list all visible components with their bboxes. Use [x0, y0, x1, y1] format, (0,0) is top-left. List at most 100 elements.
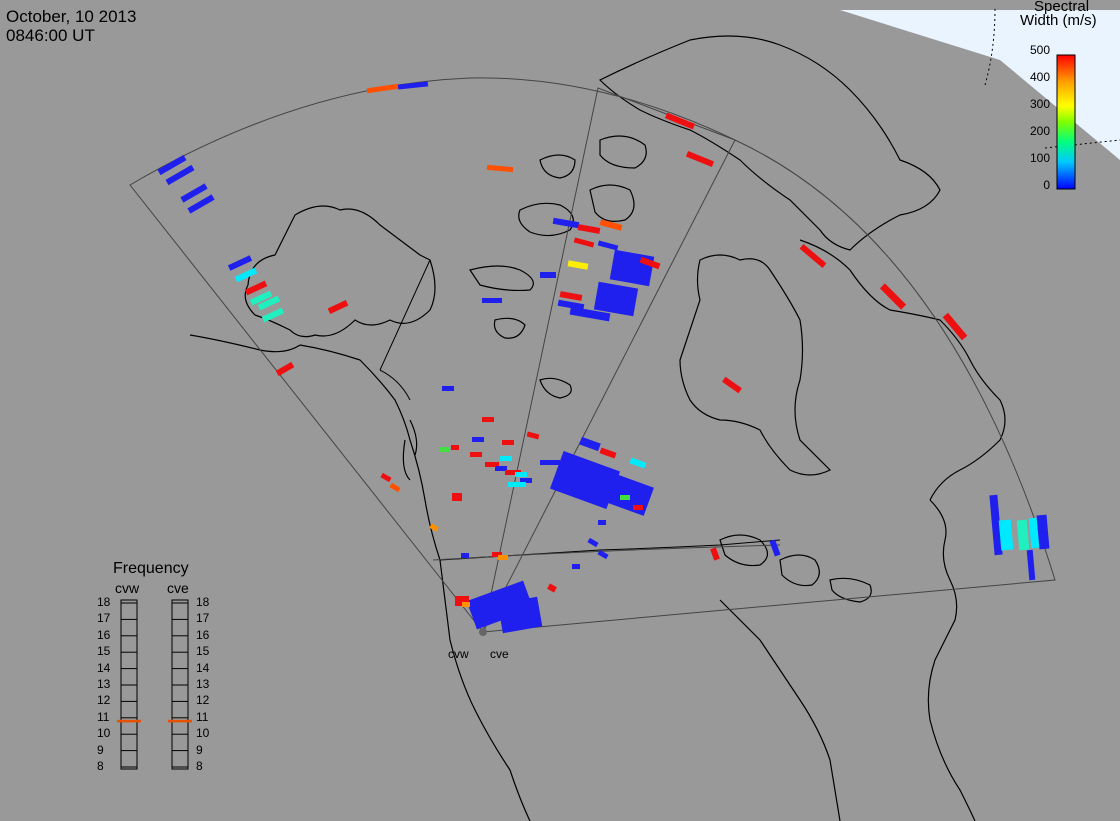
frequency-tick-right: 8 [196, 759, 203, 773]
backscatter-cell [597, 240, 619, 251]
backscatter-cell [497, 596, 543, 634]
backscatter-cell [577, 224, 601, 234]
backscatter-cell [540, 272, 556, 278]
backscatter-cell [187, 194, 215, 214]
backscatter-cell [486, 164, 514, 173]
backscatter-cell [442, 386, 454, 391]
colorbar-tick-label: 400 [1029, 70, 1050, 84]
backscatter-cell [389, 482, 401, 493]
backscatter-cell [515, 472, 527, 477]
backscatter-cell [498, 555, 508, 560]
backscatter-cell [552, 217, 580, 229]
date-label: October, 10 2013 [6, 7, 137, 26]
backscatter-cell [569, 306, 611, 322]
coastlines [189, 35, 1006, 821]
backscatter-cell [500, 456, 512, 461]
colorbar-tick-label: 200 [1029, 124, 1050, 138]
backscatter-cell [180, 183, 208, 203]
frequency-tick-right: 9 [196, 742, 203, 757]
backscatter-cell [573, 237, 595, 248]
frequency-tick-right: 13 [196, 677, 210, 691]
backscatter-cell [547, 583, 557, 593]
backscatter-cell [629, 457, 647, 469]
backscatter-cell [505, 470, 521, 475]
radar-site-marker [479, 628, 487, 636]
time-label: 0846:00 UT [6, 26, 95, 45]
backscatter-cell [502, 440, 514, 445]
backscatter-cell [244, 280, 268, 296]
frequency-tick-right: 12 [196, 693, 210, 708]
backscatter-cell [227, 255, 253, 271]
radar-label-cvw: cvw [448, 647, 469, 661]
backscatter-cell [572, 564, 580, 569]
frequency-tick-left: 13 [97, 677, 111, 691]
backscatter-cell [1016, 519, 1030, 551]
frequency-tick-right: 10 [196, 726, 210, 741]
backscatter-cell [327, 300, 349, 314]
backscatter-cell [620, 495, 630, 500]
backscatter-cell [540, 460, 560, 465]
backscatter-cell [989, 494, 1003, 556]
frequency-tick-right: 17 [196, 611, 210, 626]
backscatter-cell [508, 482, 526, 487]
frequency-tick-left: 18 [97, 595, 111, 609]
backscatter-cell [485, 462, 499, 467]
backscatter-cell [942, 312, 968, 341]
backscatter-cell [461, 553, 469, 558]
radar-fov-outlines [129, 77, 1056, 633]
backscatter-cell [879, 283, 907, 310]
backscatter-cell [397, 81, 429, 90]
backscatter-cell [482, 298, 502, 303]
backscatter-cell [599, 447, 617, 459]
frequency-panel [117, 599, 192, 770]
backscatter-cell [1026, 549, 1036, 581]
backscatter-cell [470, 452, 482, 457]
frequency-tick-right: 16 [196, 627, 210, 642]
backscatter-cell [1036, 514, 1050, 550]
backscatter-cell [451, 445, 459, 450]
frequency-tick-right: 14 [196, 660, 210, 675]
backscatter-cell [633, 505, 643, 510]
backscatter-cell [559, 291, 583, 301]
backscatter-cell [549, 450, 621, 510]
backscatter-cell [482, 417, 494, 422]
frequency-tick-left: 15 [97, 644, 111, 659]
frequency-cve-label: cve [167, 580, 189, 596]
backscatter-cell [639, 256, 661, 270]
dashed-latitude-line [984, 7, 996, 86]
backscatter-cell [587, 537, 599, 548]
colorbar-tick-label: 300 [1029, 97, 1050, 111]
backscatter-cell [440, 447, 450, 452]
frequency-tick-left: 11 [97, 709, 110, 724]
backscatter-cells [157, 81, 1050, 634]
cvw-fov [129, 77, 736, 633]
backscatter-cell [685, 150, 715, 168]
colorbar [1056, 54, 1076, 190]
frequency-tick-right: 18 [196, 595, 210, 609]
backscatter-cell [429, 523, 439, 532]
backscatter-cell [599, 219, 623, 231]
backscatter-cell [567, 260, 589, 270]
cve-fov [482, 87, 1056, 633]
backscatter-cell [769, 539, 781, 557]
radar-label-cve: cve [490, 647, 509, 661]
backscatter-cell [472, 437, 484, 442]
backscatter-cell [722, 376, 742, 394]
backscatter-cell [234, 267, 258, 283]
backscatter-cell [455, 596, 469, 606]
backscatter-cell [257, 295, 281, 311]
colorbar-tick-label: 100 [1029, 151, 1050, 165]
frequency-cvw-label: cvw [115, 580, 140, 596]
backscatter-cell [1028, 517, 1040, 549]
backscatter-cell [710, 547, 720, 561]
frequency-tick-left: 17 [97, 611, 111, 626]
backscatter-cell [593, 281, 639, 317]
backscatter-cell [495, 466, 507, 471]
frequency-tick-left: 8 [97, 759, 104, 773]
backscatter-cell [157, 154, 187, 176]
backscatter-cell [366, 83, 400, 94]
polar-ice-region [840, 10, 1120, 160]
colorbar-title-line1: Spectral [1034, 0, 1090, 15]
